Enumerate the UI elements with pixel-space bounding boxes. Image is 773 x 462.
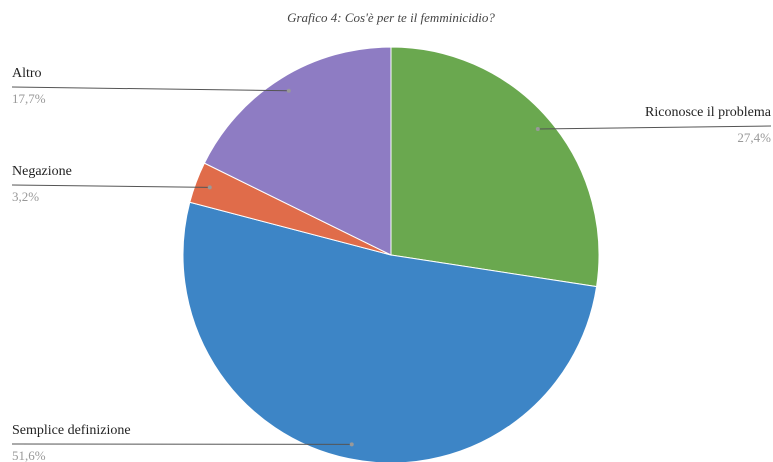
pie-slice <box>203 46 392 256</box>
leader-dot <box>207 185 212 190</box>
leader-line <box>537 125 772 130</box>
leader-dot <box>286 88 291 93</box>
slice-label: Semplice definizione <box>12 423 131 438</box>
slice-label: Negazione <box>12 164 72 179</box>
slice-value-label: 17,7% <box>12 91 46 106</box>
slice-value-label: 3,2% <box>12 189 39 204</box>
slice-value-label: 27,4% <box>737 130 771 145</box>
slice-value-label: 51,6% <box>12 448 46 462</box>
leader-dot <box>349 442 354 447</box>
leader-line <box>11 184 210 188</box>
leader-line <box>11 86 289 92</box>
leader-dot <box>535 127 540 132</box>
slice-label: Riconosce il problema <box>645 105 772 120</box>
pie-slice <box>390 46 600 288</box>
slice-label: Altro <box>12 66 42 81</box>
pie-slice <box>182 201 598 462</box>
chart-title: Grafico 4: Cos'è per te il femminicidio? <box>287 10 495 25</box>
